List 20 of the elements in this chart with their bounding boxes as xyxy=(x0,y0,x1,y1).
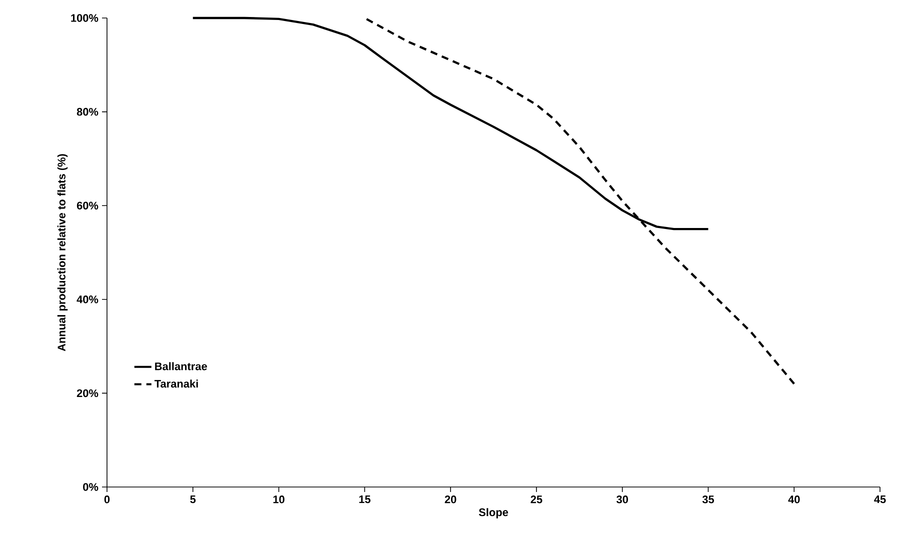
x-tick-label: 15 xyxy=(359,496,370,504)
y-tick-label: 40% xyxy=(76,296,98,304)
x-tick-label: 35 xyxy=(702,496,714,504)
y-tick-label: 100% xyxy=(71,14,98,22)
y-tick-label: 60% xyxy=(76,202,98,210)
y-axis-title: Annual production relative to flats (%) xyxy=(57,154,68,352)
x-tick-label: 45 xyxy=(874,496,886,504)
legend-label: Taranaki xyxy=(154,380,198,388)
x-tick-label: 20 xyxy=(444,496,456,504)
x-axis-title: Slope xyxy=(478,508,508,518)
x-tick-label: 10 xyxy=(273,496,284,504)
x-tick-label: 0 xyxy=(104,496,110,504)
x-tick-label: 40 xyxy=(788,496,800,504)
y-tick-label: 20% xyxy=(76,389,98,398)
x-tick-label: 5 xyxy=(190,496,196,504)
legend-label: Ballantrae xyxy=(155,362,207,370)
y-tick-label: 0% xyxy=(83,483,98,491)
y-tick-label: 80% xyxy=(76,108,98,116)
x-tick-label: 25 xyxy=(530,496,542,504)
x-tick-label: 30 xyxy=(616,496,628,504)
